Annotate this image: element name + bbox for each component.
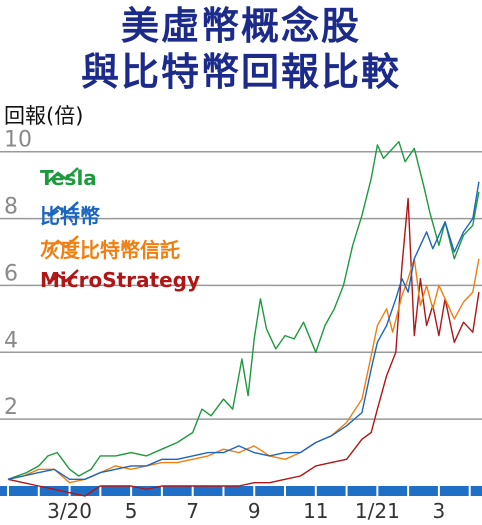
x-tick-label: 3 xyxy=(433,499,446,523)
y-tick-label: 2 xyxy=(4,395,18,420)
chart-title-line2: 與比特幣回報比較 xyxy=(80,50,401,94)
legend-item-tesla: Tesla xyxy=(40,166,97,190)
x-tick-label: 1/21 xyxy=(355,499,400,523)
legend-item-microstrategy: MicroStrategy xyxy=(40,268,200,292)
series-line-0 xyxy=(7,140,480,480)
y-axis-label: 回報(倍) xyxy=(4,104,84,128)
legend-label: 灰度比特幣信託 xyxy=(40,238,180,262)
x-tick-label: 5 xyxy=(125,499,138,523)
legend-swatch-icon xyxy=(47,201,79,217)
legend-swatch-icon xyxy=(47,235,79,251)
y-tick-label: 6 xyxy=(4,261,18,286)
series-line-1 xyxy=(7,181,480,480)
x-tick-label: 7 xyxy=(186,499,199,523)
chart-title-line1: 美虛幣概念股 xyxy=(120,4,361,48)
legend-item-bitcoin: 比特幣 xyxy=(40,200,100,229)
x-tick-label: 9 xyxy=(248,499,261,523)
legend-item-grayscale: 灰度比特幣信託 xyxy=(40,234,180,263)
y-tick-label: 4 xyxy=(4,328,18,353)
x-tick-label: 3/20 xyxy=(47,499,92,523)
legend-swatch-icon xyxy=(47,167,79,183)
x-axis-bar xyxy=(0,486,482,496)
series-line-3 xyxy=(7,197,480,497)
y-tick-label: 8 xyxy=(4,195,18,220)
y-tick-label: 10 xyxy=(4,128,32,153)
legend-swatch-icon xyxy=(47,269,79,285)
x-tick-label: 11 xyxy=(303,499,328,523)
